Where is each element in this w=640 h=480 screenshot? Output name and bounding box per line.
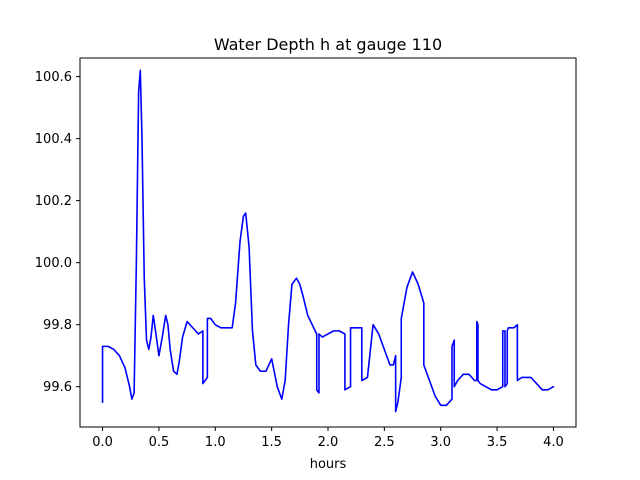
y-tick-label: 100.0: [35, 256, 72, 271]
y-tick-label: 100.4: [35, 132, 72, 147]
x-tick-label: 0.0: [92, 435, 113, 450]
x-tick-label: 3.5: [487, 435, 508, 450]
y-tick-label: 100.6: [35, 70, 72, 85]
y-tick-label: 99.8: [43, 318, 72, 333]
x-axis-label: hours: [310, 457, 347, 472]
x-axis-ticks: 0.0 0.5 1.0 1.5 2.0 2.5 3.0 3.5 4.0: [92, 427, 564, 450]
chart-title: Water Depth h at gauge 110: [214, 35, 442, 54]
x-tick-label: 1.0: [205, 435, 226, 450]
plot-area: [101, 69, 555, 413]
x-tick-label: 3.0: [430, 435, 451, 450]
y-axis-ticks: 99.6 99.8 100.0 100.2 100.4 100.6: [35, 70, 80, 395]
series-line-0: [101, 69, 555, 413]
x-tick-label: 1.5: [261, 435, 282, 450]
y-tick-label: 99.6: [43, 380, 72, 395]
x-tick-label: 2.5: [374, 435, 395, 450]
x-tick-label: 2.0: [318, 435, 339, 450]
x-tick-label: 4.0: [543, 435, 564, 450]
x-tick-label: 0.5: [149, 435, 170, 450]
y-tick-label: 100.2: [35, 194, 72, 209]
axes-frame: [79, 57, 577, 428]
